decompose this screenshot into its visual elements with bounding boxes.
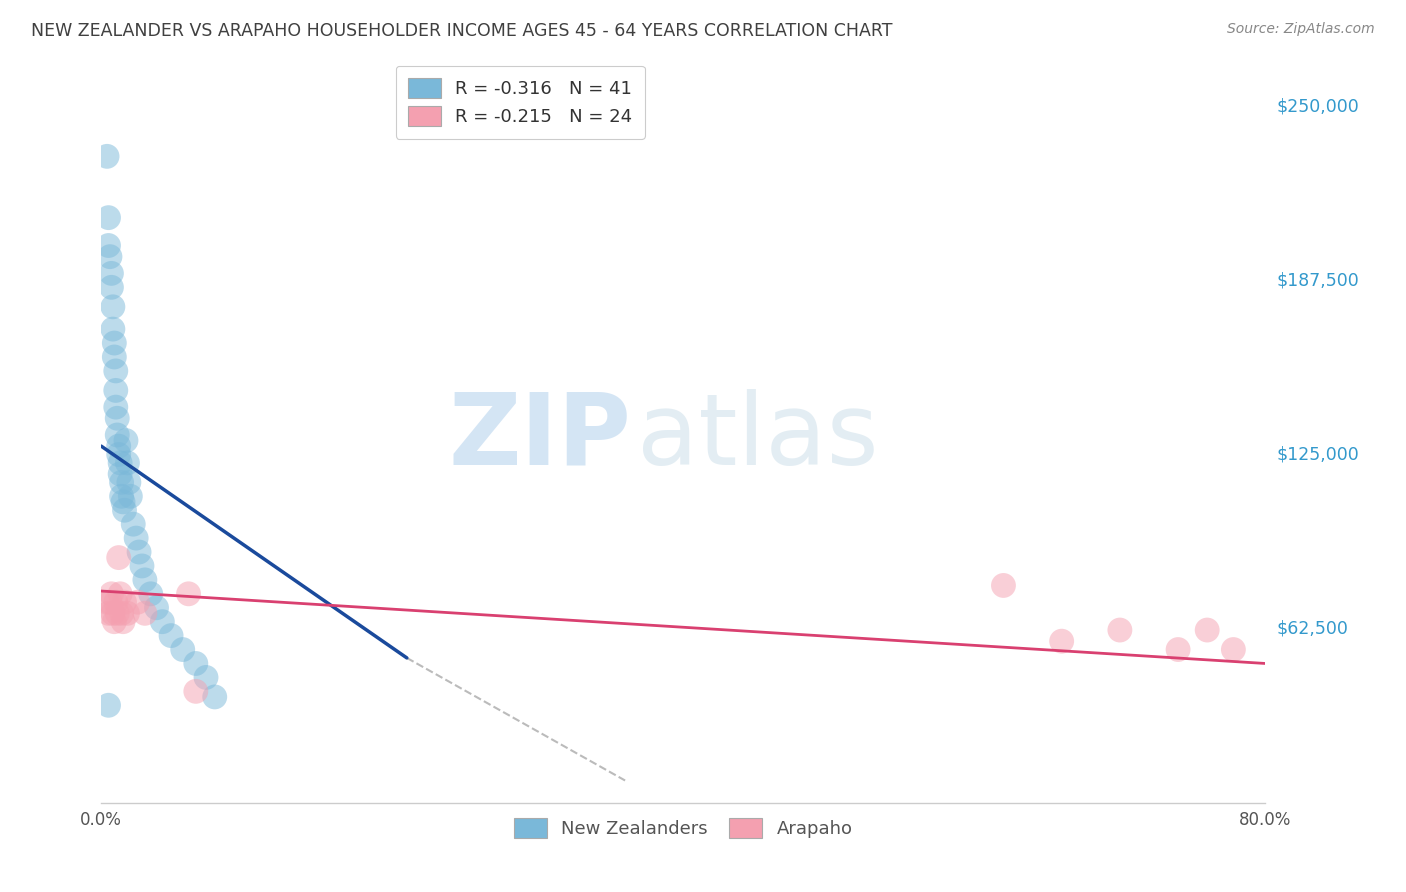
Point (103, 350, 125, 364)
Text: ZIP: ZIP (449, 389, 631, 485)
Point (105, 428, 128, 442)
Point (114, 595, 136, 609)
Point (105, 607, 128, 621)
Point (139, 587, 162, 601)
Point (97, 238, 120, 252)
Point (134, 573, 156, 587)
Point (1050, 634, 1073, 648)
Point (98, 595, 121, 609)
Point (101, 607, 124, 621)
Point (127, 595, 149, 609)
Point (122, 517, 145, 532)
Point (117, 456, 139, 470)
Point (131, 558, 153, 573)
Point (100, 587, 122, 601)
Point (114, 503, 136, 517)
Point (110, 607, 132, 621)
Point (96, 595, 118, 609)
Point (107, 550, 129, 565)
Point (125, 531, 148, 545)
Point (108, 587, 131, 601)
Point (145, 600, 167, 615)
Point (97, 607, 120, 621)
Point (97, 698, 120, 713)
Point (105, 411, 128, 425)
Point (1108, 623, 1130, 637)
Point (195, 670, 218, 684)
Point (104, 595, 127, 609)
Text: atlas: atlas (637, 389, 879, 485)
Point (1167, 642, 1189, 657)
Point (104, 364, 127, 378)
Point (184, 657, 207, 671)
Point (107, 448, 129, 462)
Point (1197, 623, 1219, 637)
Point (104, 384, 127, 398)
Point (115, 434, 138, 448)
Point (112, 495, 135, 509)
Point (110, 475, 132, 490)
Text: $187,500: $187,500 (1277, 271, 1360, 289)
Text: NEW ZEALANDER VS ARAPAHO HOUSEHOLDER INCOME AGES 45 - 64 YEARS CORRELATION CHART: NEW ZEALANDER VS ARAPAHO HOUSEHOLDER INC… (31, 22, 893, 40)
Text: $250,000: $250,000 (1277, 97, 1360, 115)
Point (160, 629, 183, 643)
Text: $125,000: $125,000 (1277, 445, 1360, 464)
Point (100, 266, 122, 280)
Point (993, 578, 1015, 592)
Point (134, 607, 156, 621)
Text: Source: ZipAtlas.com: Source: ZipAtlas.com (1227, 22, 1375, 37)
Point (117, 607, 139, 621)
Point (112, 615, 135, 629)
Legend: New Zealanders, Arapaho: New Zealanders, Arapaho (503, 807, 863, 848)
Point (128, 545, 150, 559)
Point (118, 475, 141, 490)
Point (104, 400, 127, 414)
Point (1222, 642, 1244, 657)
Point (108, 456, 131, 470)
Point (101, 300, 124, 314)
Point (184, 684, 207, 698)
Point (177, 587, 200, 601)
Point (204, 690, 226, 704)
Point (98, 250, 121, 264)
Point (100, 280, 122, 294)
Text: $62,500: $62,500 (1277, 620, 1348, 638)
Point (108, 467, 131, 481)
Point (120, 489, 142, 503)
Point (97, 211, 120, 225)
Point (172, 642, 194, 657)
Point (96, 149, 118, 163)
Point (110, 489, 132, 503)
Point (107, 439, 129, 453)
Point (103, 336, 125, 351)
Point (101, 322, 124, 336)
Point (150, 615, 173, 629)
Point (103, 615, 125, 629)
